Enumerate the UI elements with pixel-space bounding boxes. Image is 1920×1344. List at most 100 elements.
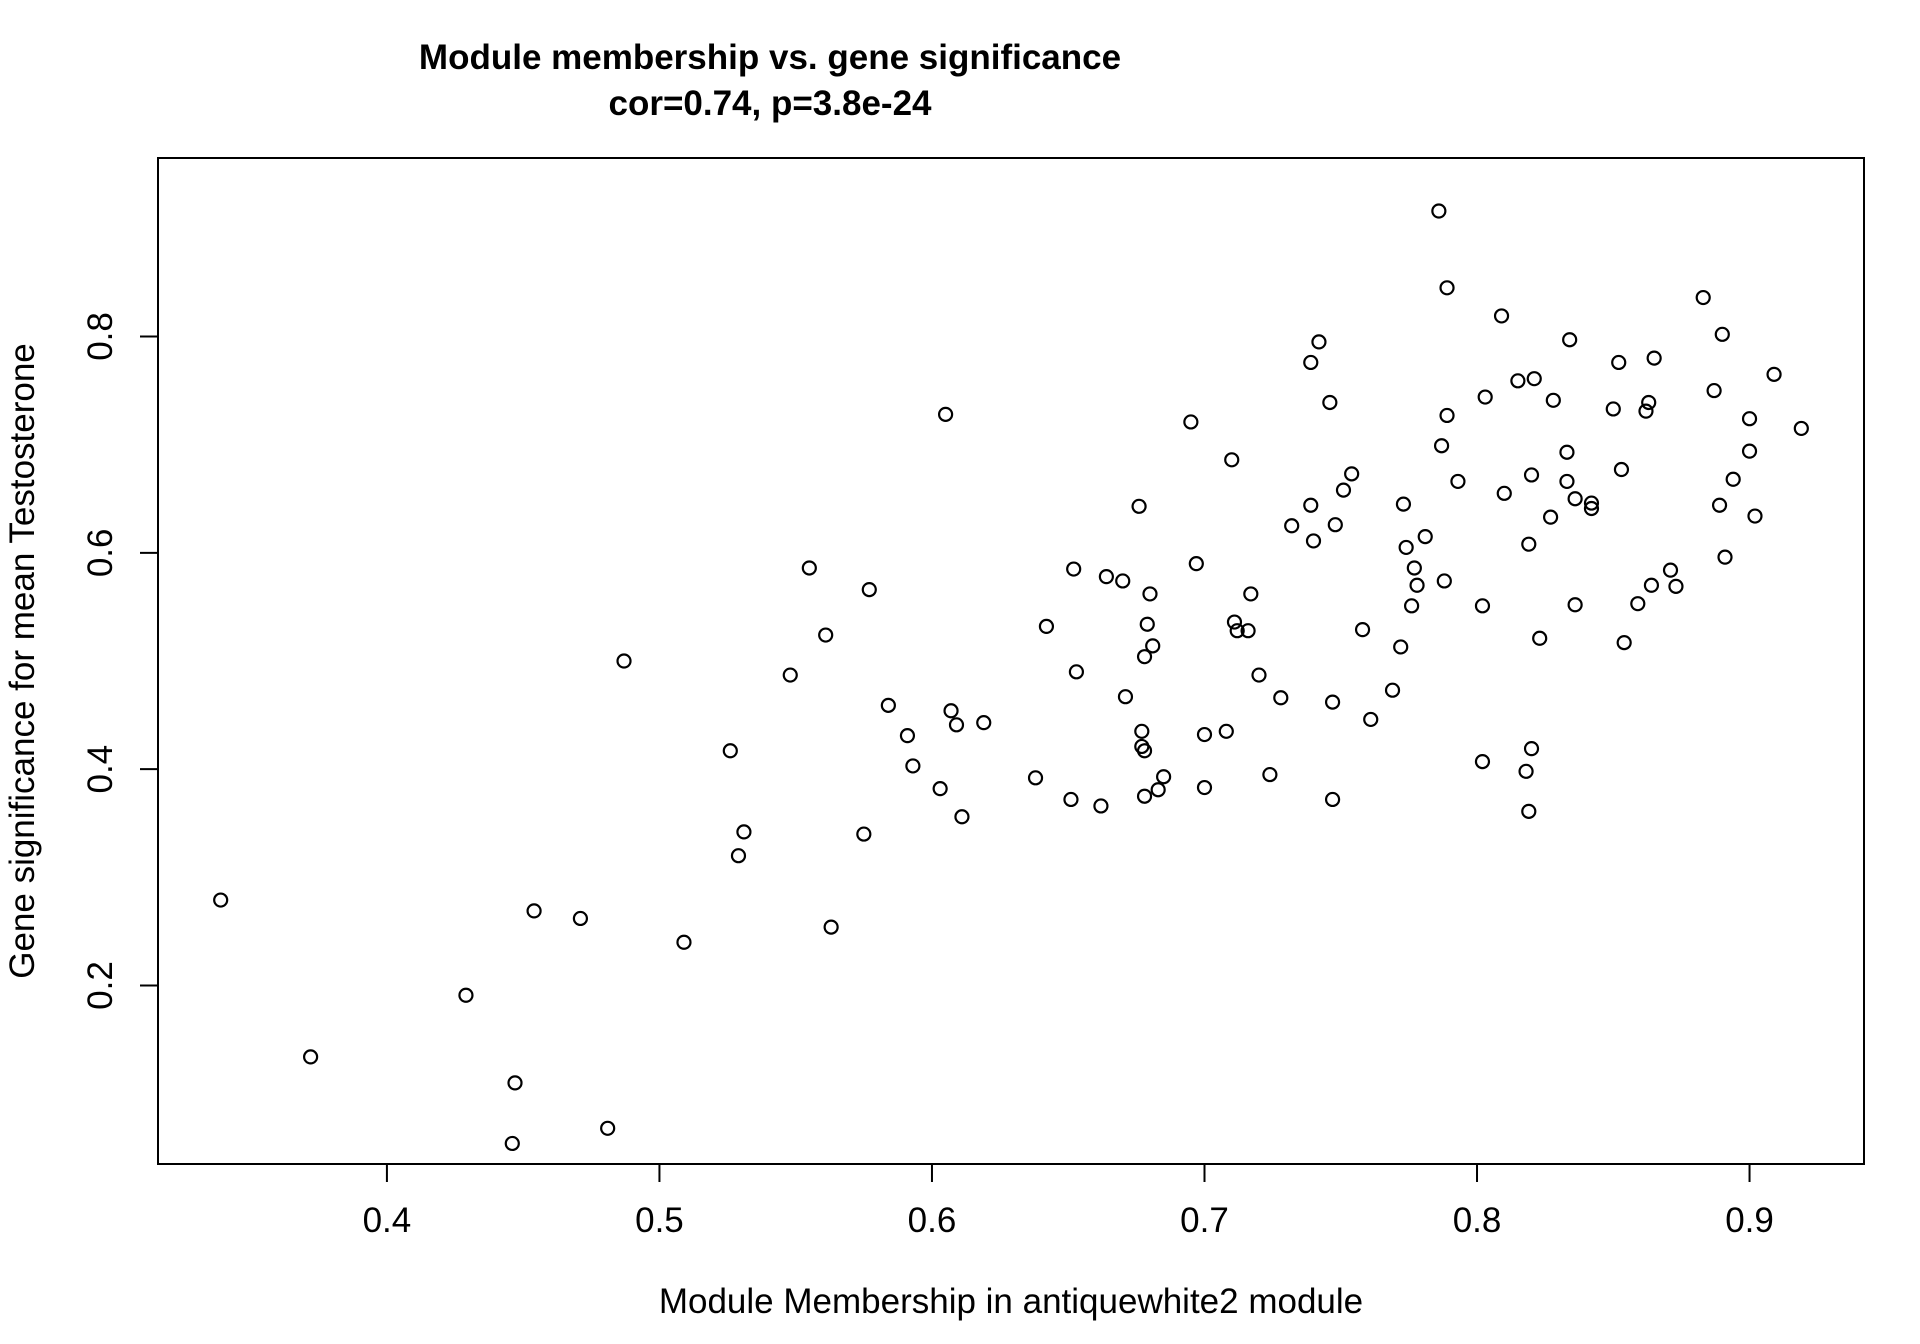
data-point	[1474, 753, 1491, 770]
data-point	[572, 910, 589, 927]
data-point	[1093, 798, 1109, 814]
data-point	[1406, 560, 1422, 576]
data-points	[213, 203, 1809, 1152]
data-point	[1583, 495, 1600, 511]
data-point	[1188, 556, 1204, 572]
data-point	[1344, 466, 1360, 482]
data-point	[458, 987, 474, 1003]
data-point	[1335, 482, 1352, 498]
data-point	[1493, 308, 1510, 324]
x-axis: 0.4 0.5 0.6 0.7 0.8 0.9	[363, 1163, 1774, 1240]
data-point	[943, 703, 959, 719]
x-tick-label: 0.8	[1453, 1201, 1502, 1240]
data-point	[1630, 596, 1646, 612]
data-point	[1662, 562, 1679, 578]
data-point	[616, 653, 632, 669]
data-point	[1027, 770, 1044, 786]
data-point	[1545, 392, 1561, 408]
data-point	[1136, 743, 1153, 759]
data-point	[1322, 394, 1338, 411]
data-point	[1303, 354, 1319, 371]
data-point	[1477, 389, 1493, 405]
data-point	[1156, 769, 1172, 785]
plot-frame	[157, 157, 1865, 1165]
data-point	[1439, 280, 1455, 296]
data-point	[1532, 630, 1548, 646]
data-point	[1741, 411, 1758, 427]
data-point	[1066, 561, 1082, 577]
y-tick-label: 0.8	[81, 312, 120, 361]
data-point	[1229, 623, 1245, 639]
data-point	[782, 667, 798, 683]
data-point	[1284, 518, 1300, 534]
data-point	[1409, 577, 1425, 593]
chart-title: Module membership vs. gene significance	[419, 38, 1121, 77]
y-tick-label: 0.4	[81, 745, 120, 794]
data-point	[1741, 443, 1758, 459]
data-point	[1431, 203, 1447, 219]
data-point	[1224, 452, 1240, 468]
data-point	[1646, 350, 1662, 366]
data-point	[1398, 539, 1414, 556]
data-point	[303, 1049, 319, 1065]
data-point	[1567, 597, 1583, 613]
data-point	[600, 1120, 616, 1136]
data-point	[1436, 573, 1452, 589]
data-point	[1567, 491, 1583, 507]
data-point	[1262, 766, 1278, 783]
y-axis-label: Gene significance for mean Testosterone	[3, 343, 42, 979]
data-point	[1711, 497, 1728, 513]
data-point	[1641, 394, 1657, 411]
data-point	[1510, 373, 1526, 389]
data-point	[1450, 473, 1466, 490]
data-point	[1303, 497, 1319, 513]
data-point	[1142, 586, 1158, 602]
data-point	[1145, 638, 1161, 654]
data-point	[1521, 536, 1537, 552]
data-point	[1136, 649, 1153, 665]
x-tick-label: 0.6	[908, 1201, 957, 1240]
data-point	[1063, 791, 1079, 808]
data-point	[1542, 509, 1559, 525]
data-point	[1714, 326, 1730, 342]
data-point	[880, 697, 896, 713]
data-point	[1793, 420, 1809, 437]
data-point	[1384, 682, 1401, 698]
data-point	[1706, 382, 1722, 399]
data-point	[1474, 598, 1491, 614]
x-tick-label: 0.5	[635, 1201, 684, 1240]
x-tick-label: 0.4	[363, 1201, 412, 1240]
data-point	[1616, 635, 1632, 651]
data-point	[213, 892, 229, 908]
y-axis: 0.2 0.4 0.6 0.8	[81, 312, 159, 1010]
data-point	[1717, 549, 1733, 565]
data-point	[1363, 711, 1379, 728]
data-point	[1668, 578, 1684, 594]
data-point	[1523, 467, 1540, 483]
data-point	[861, 582, 877, 598]
data-point	[899, 728, 916, 744]
data-point	[905, 758, 921, 774]
data-point	[1131, 498, 1147, 514]
data-point	[1747, 508, 1763, 524]
data-point	[1638, 403, 1654, 419]
data-point	[1183, 414, 1199, 430]
data-point	[1725, 471, 1741, 487]
data-point	[1327, 517, 1343, 533]
data-point	[1196, 726, 1213, 743]
data-point	[1240, 623, 1256, 639]
x-tick-label: 0.7	[1180, 1201, 1229, 1240]
data-point	[823, 919, 839, 935]
data-point	[676, 934, 692, 950]
data-point	[1523, 741, 1540, 757]
data-point	[1305, 533, 1322, 549]
data-point	[1562, 332, 1578, 348]
data-point	[1605, 401, 1621, 417]
x-axis-label: Module Membership in antiquewhite2 modul…	[659, 1282, 1363, 1321]
data-point	[507, 1075, 523, 1091]
data-point	[932, 781, 948, 797]
data-point	[1311, 334, 1327, 350]
data-point	[948, 717, 965, 733]
data-point	[1324, 791, 1341, 808]
